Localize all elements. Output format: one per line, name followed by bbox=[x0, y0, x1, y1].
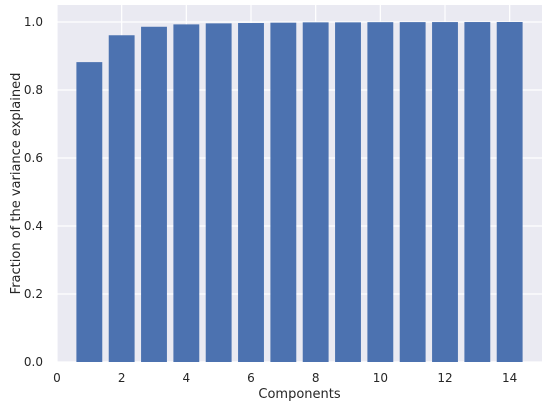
y-tick-label: 1.0 bbox=[24, 15, 43, 29]
y-tick-labels: 0.0 0.2 0.4 0.6 0.8 1.0 bbox=[24, 15, 43, 369]
x-tick-label: 4 bbox=[183, 371, 191, 385]
x-tick-label: 2 bbox=[118, 371, 126, 385]
bar-component-12 bbox=[432, 22, 458, 363]
plot-area bbox=[57, 5, 542, 362]
bar-component-2 bbox=[108, 35, 135, 362]
bar-component-4 bbox=[173, 24, 200, 362]
bar-component-6 bbox=[238, 23, 264, 363]
bar-component-8 bbox=[302, 22, 329, 363]
x-tick-label: 6 bbox=[247, 371, 255, 385]
bar-component-10 bbox=[367, 22, 394, 362]
y-tick-label: 0.6 bbox=[24, 151, 43, 165]
x-tick-labels: 0 2 4 6 8 10 12 14 bbox=[53, 371, 517, 385]
x-axis-label: Components bbox=[258, 387, 340, 402]
bar-component-1 bbox=[76, 62, 103, 363]
x-tick-label: 8 bbox=[312, 371, 320, 385]
bar-component-5 bbox=[205, 23, 232, 363]
bar-component-9 bbox=[335, 22, 361, 363]
y-tick-label: 0.0 bbox=[24, 355, 43, 369]
x-tick-label: 14 bbox=[502, 371, 517, 385]
bar-component-7 bbox=[270, 22, 297, 363]
x-tick-label: 0 bbox=[53, 371, 61, 385]
y-tick-label: 0.2 bbox=[24, 287, 43, 301]
bars bbox=[76, 22, 523, 363]
y-tick-label: 0.4 bbox=[24, 219, 43, 233]
bar-component-11 bbox=[399, 22, 426, 363]
bar-component-3 bbox=[141, 26, 167, 362]
x-tick-label: 10 bbox=[373, 371, 388, 385]
bar-component-13 bbox=[464, 22, 491, 363]
y-tick-label: 0.8 bbox=[24, 83, 43, 97]
bar-component-14 bbox=[496, 22, 523, 362]
y-axis-label: Fraction of the variance explained bbox=[9, 73, 24, 295]
x-tick-label: 12 bbox=[437, 371, 452, 385]
